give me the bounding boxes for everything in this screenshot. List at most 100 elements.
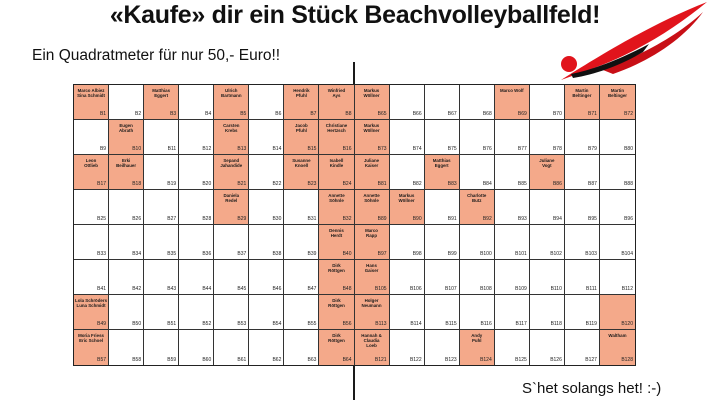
field-square: B103: [564, 225, 600, 260]
square-number: B98: [412, 251, 422, 257]
square-number: B53: [237, 321, 247, 327]
square-number: B64: [342, 357, 352, 363]
field-square: B61: [214, 330, 250, 365]
owner-name: Dirk Röttgen: [328, 333, 345, 344]
field-square: B39: [284, 225, 320, 260]
square-number: B20: [202, 181, 212, 187]
square-number: B55: [307, 321, 317, 327]
field-square: B66: [389, 85, 425, 120]
square-number: B79: [588, 146, 597, 152]
square-number: B23: [307, 181, 317, 187]
field-square: Annette Söhnle B89: [354, 190, 390, 225]
square-number: B128: [621, 357, 633, 363]
owner-name: Hannah & Claudia Loeb: [361, 333, 382, 349]
owner-name: Holger Neumann: [361, 298, 382, 309]
square-number: B22: [272, 181, 282, 187]
square-number: B8: [345, 111, 352, 117]
square-number: B62: [272, 357, 282, 363]
field-square: Dirk Röttgen B64: [319, 330, 355, 365]
square-number: B52: [202, 321, 212, 327]
square-number: B83: [447, 181, 457, 187]
square-number: B117: [515, 321, 527, 327]
field-square: Dirk Röttgen B56: [319, 295, 355, 330]
square-number: B10: [132, 146, 142, 152]
owner-name: Jacob Pfuhl: [295, 123, 308, 134]
square-number: B69: [517, 111, 527, 117]
field-square: Sepand Jahandide B21: [214, 155, 250, 190]
owner-name: Charlotte Butz: [467, 193, 487, 204]
field-square: B20: [179, 155, 215, 190]
field-square: Erki Beilhauer B18: [109, 155, 145, 190]
field-square: B31: [284, 190, 320, 225]
owner-name: Juliane Vogt: [539, 158, 555, 169]
square-number: B65: [377, 111, 387, 117]
field-square: B52: [179, 295, 215, 330]
volleyball-player-swoosh-icon: [561, 2, 707, 80]
field-square: B126: [529, 330, 565, 365]
square-number: B123: [445, 357, 457, 363]
field-square: B27: [144, 190, 180, 225]
field-square: Andy Puhl B124: [459, 330, 495, 365]
square-number: B27: [167, 216, 177, 222]
field-square: Martin Beltinger B72: [599, 85, 635, 120]
owner-name: Marco Rapp: [365, 228, 378, 239]
field-square: B111: [564, 260, 600, 295]
square-number: B54: [272, 321, 282, 327]
owner-name: Annette Söhnle: [328, 193, 345, 204]
owner-name: Christiane Hertzsch: [325, 123, 348, 134]
field-square: B70: [529, 85, 565, 120]
square-number: B100: [480, 251, 492, 257]
square-number: B103: [585, 251, 597, 257]
square-number: B59: [167, 357, 177, 363]
owner-name: Hans Gaiser: [364, 263, 379, 274]
field-square: B91: [424, 190, 460, 225]
square-number: B7: [310, 111, 317, 117]
square-number: B89: [377, 216, 387, 222]
square-number: B40: [342, 251, 352, 257]
owner-name: Markus Wöllner: [363, 123, 380, 134]
square-number: B56: [342, 321, 352, 327]
square-number: B68: [482, 111, 492, 117]
field-square: B35: [144, 225, 180, 260]
square-number: B105: [374, 286, 387, 292]
field-square: Annette Söhnle B32: [319, 190, 355, 225]
field-square: B53: [214, 295, 250, 330]
square-number: B42: [132, 286, 142, 292]
square-number: B97: [377, 251, 387, 257]
field-square: B44: [179, 260, 215, 295]
square-number: B11: [167, 146, 177, 152]
field-square: B107: [424, 260, 460, 295]
field-square: B84: [459, 155, 495, 190]
field-square: B68: [459, 85, 495, 120]
square-number: B67: [447, 111, 457, 117]
square-number: B39: [307, 251, 317, 257]
square-number: B14: [272, 146, 282, 152]
owner-name: Markus Wöllner: [363, 88, 380, 99]
square-number: B70: [552, 111, 562, 117]
square-number: B88: [624, 181, 633, 187]
field-square: B109: [494, 260, 530, 295]
field-square: B54: [249, 295, 285, 330]
owner-name: Isabell Kindle: [329, 158, 344, 169]
field-square: B85: [494, 155, 530, 190]
square-number: B49: [97, 321, 107, 327]
square-number: B31: [307, 216, 317, 222]
field-square: B34: [109, 225, 145, 260]
square-number: B106: [409, 286, 422, 292]
square-number: B50: [132, 321, 142, 327]
square-number: B26: [132, 216, 142, 222]
field-square: Jacob Pfuhl B15: [284, 120, 320, 155]
square-number: B120: [621, 321, 633, 327]
field-square: B116: [459, 295, 495, 330]
square-number: B107: [445, 286, 457, 292]
field-square: B25: [74, 190, 110, 225]
field-square: Moria Friess Eric Schoel B57: [74, 330, 110, 365]
square-number: B43: [167, 286, 177, 292]
square-number: B91: [447, 216, 457, 222]
field-square: B77: [494, 120, 530, 155]
field-square: Marco Albiez Sina Schmidt B1: [74, 85, 110, 120]
square-number: B13: [237, 146, 247, 152]
square-number: B86: [552, 181, 562, 187]
field-square: Holger Neumann B113: [354, 295, 390, 330]
square-number: B78: [552, 146, 562, 152]
